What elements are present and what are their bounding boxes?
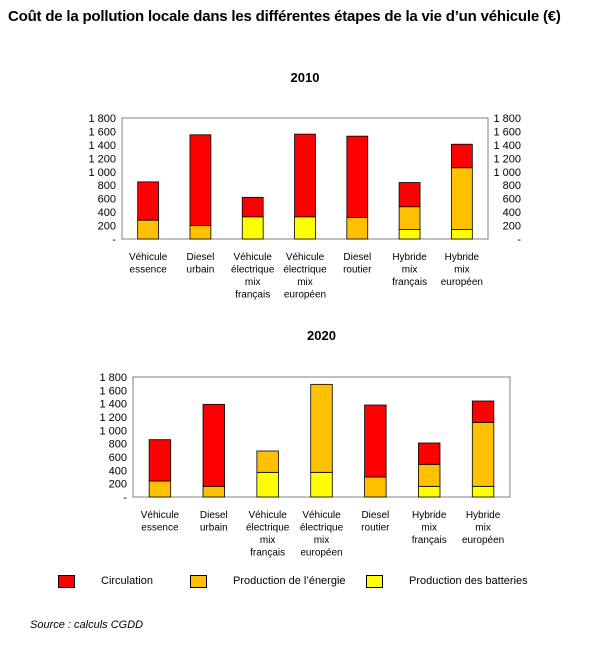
- bar-2020-1-production-energie: [202, 485, 225, 498]
- legend-swatch-production-energie: [190, 574, 207, 588]
- y-tick-left-2020-4: 800: [109, 439, 127, 451]
- legend-label-production-batteries: Production des batteries: [409, 575, 528, 587]
- bar-2010-0-production-energie: [137, 219, 160, 240]
- y-tick-left-2020-6: 1 200: [99, 412, 127, 424]
- bar-2010-2-production-batteries: [241, 216, 264, 240]
- bar-2010-5-circulation: [398, 182, 421, 208]
- y-tick-left-2010-6: 1 200: [88, 153, 116, 165]
- chart-title-2010: 2010: [291, 70, 320, 85]
- y-tick-right-2010-8: 1 600: [493, 126, 521, 138]
- bar-2020-5-production-energie: [418, 463, 441, 487]
- bar-2020-0-circulation: [148, 439, 172, 482]
- y-tick-right-2010-7: 1 400: [493, 140, 521, 152]
- bar-2010-6-production-batteries: [450, 229, 473, 240]
- y-tick-left-2020-2: 400: [109, 465, 127, 477]
- y-tick-left-2020-9: 1 800: [99, 372, 127, 384]
- bar-2020-4-production-energie: [364, 476, 387, 498]
- category-label-2020-1: Diesel urbain: [200, 510, 228, 534]
- y-tick-left-2010-9: 1 800: [88, 113, 116, 125]
- legend-item-circulation: Circulation: [58, 572, 153, 590]
- legend-label-circulation: Circulation: [101, 575, 153, 587]
- source-note: Source : calculs CGDD: [30, 619, 144, 631]
- bar-2010-2-circulation: [241, 196, 264, 218]
- bar-2010-4-production-energie: [346, 217, 369, 240]
- bar-2020-0-production-energie: [148, 480, 172, 498]
- legend-label-production-energie: Production de l’énergie: [233, 575, 346, 587]
- y-tick-left-2010-2: 400: [98, 207, 116, 219]
- y-tick-right-2010-9: 1 800: [493, 113, 521, 125]
- main-title: Coût de la pollution locale dans les dif…: [8, 8, 561, 25]
- category-label-2010-0: Véhicule essence: [129, 252, 168, 276]
- y-tick-left-2020-7: 1 400: [99, 399, 127, 411]
- y-tick-left-2020-0: -: [123, 492, 127, 504]
- bar-2020-5-production-batteries: [418, 485, 441, 498]
- category-label-2020-2: Véhicule électrique mix français: [246, 510, 290, 559]
- y-tick-left-2010-4: 800: [98, 180, 116, 192]
- bar-2010-1-production-energie: [189, 225, 212, 240]
- bar-2010-5-production-energie: [398, 206, 421, 230]
- bar-2020-2-production-batteries: [256, 471, 279, 498]
- y-tick-left-2020-8: 1 600: [99, 385, 127, 397]
- y-tick-right-2010-4: 800: [503, 180, 521, 192]
- y-tick-left-2010-8: 1 600: [88, 126, 116, 138]
- bar-2020-4-circulation: [364, 404, 387, 478]
- chart-title-2020: 2020: [307, 328, 336, 343]
- category-label-2010-5: Hybride mix français: [392, 252, 427, 288]
- bar-2020-2-production-energie: [256, 450, 279, 473]
- y-tick-left-2010-0: -: [112, 234, 116, 246]
- legend-swatch-circulation: [58, 574, 75, 588]
- category-label-2010-1: Diesel urbain: [187, 252, 215, 276]
- bar-2020-6-circulation: [471, 400, 495, 423]
- y-tick-right-2010-2: 400: [503, 207, 521, 219]
- y-tick-right-2010-0: -: [517, 234, 521, 246]
- bar-2010-6-production-energie: [450, 167, 473, 230]
- bar-2010-1-circulation: [189, 134, 212, 226]
- y-tick-left-2020-1: 200: [109, 479, 127, 491]
- bar-2020-3-production-energie: [310, 383, 333, 473]
- y-tick-right-2010-5: 1 000: [493, 167, 521, 179]
- category-label-2020-6: Hybride mix européen: [462, 510, 504, 546]
- legend: Circulation Production de l’énergie Prod…: [58, 572, 578, 594]
- legend-item-production-batteries: Production des batteries: [366, 572, 528, 590]
- bar-2020-5-circulation: [418, 442, 441, 465]
- category-label-2020-0: Véhicule essence: [141, 510, 180, 534]
- bar-2010-5-production-batteries: [398, 229, 421, 240]
- category-label-2010-2: Véhicule électrique mix français: [231, 252, 275, 301]
- y-tick-left-2020-5: 1 000: [99, 425, 127, 437]
- bar-2010-3-circulation: [294, 133, 316, 218]
- category-label-2010-3: Véhicule électrique mix européen: [283, 252, 327, 301]
- category-label-2020-5: Hybride mix français: [412, 510, 447, 546]
- legend-item-production-energie: Production de l’énergie: [190, 572, 346, 590]
- category-label-2010-6: Hybride mix européen: [441, 252, 483, 288]
- y-tick-left-2010-3: 600: [98, 194, 116, 206]
- bar-2020-1-circulation: [202, 403, 225, 487]
- bar-2010-6-circulation: [450, 143, 473, 169]
- category-label-2020-3: Véhicule électrique mix européen: [300, 510, 344, 559]
- bar-2010-3-production-batteries: [294, 216, 316, 240]
- y-tick-right-2010-3: 600: [503, 194, 521, 206]
- bar-2010-4-circulation: [346, 135, 369, 218]
- y-tick-left-2010-5: 1 000: [88, 167, 116, 179]
- y-tick-left-2010-7: 1 400: [88, 140, 116, 152]
- y-tick-right-2010-6: 1 200: [493, 153, 521, 165]
- category-label-2010-4: Diesel routier: [343, 252, 372, 276]
- y-tick-left-2010-1: 200: [98, 221, 116, 233]
- bar-2010-0-circulation: [137, 181, 160, 221]
- bar-2020-6-production-batteries: [471, 485, 495, 498]
- bar-2020-3-production-batteries: [310, 471, 333, 498]
- y-tick-left-2020-3: 600: [109, 452, 127, 464]
- bar-2020-6-production-energie: [471, 421, 495, 487]
- legend-swatch-production-batteries: [366, 574, 383, 588]
- category-label-2020-4: Diesel routier: [361, 510, 390, 534]
- y-tick-right-2010-1: 200: [503, 221, 521, 233]
